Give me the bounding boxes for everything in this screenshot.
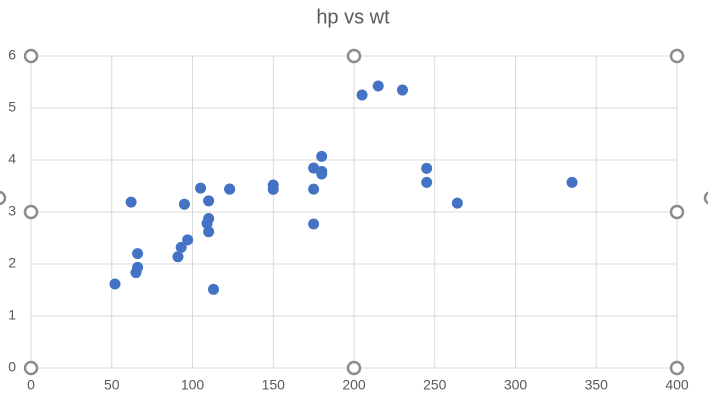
y-tick-label: 5 <box>8 99 16 115</box>
handle[interactable] <box>0 190 7 206</box>
point <box>182 234 194 246</box>
handle[interactable] <box>703 191 708 205</box>
point <box>372 80 384 92</box>
point <box>451 197 463 209</box>
point <box>308 162 320 174</box>
x-tick-label: 100 <box>181 377 205 393</box>
handle[interactable] <box>669 48 685 64</box>
point <box>132 248 144 260</box>
point <box>316 150 328 162</box>
y-tick-label: 2 <box>8 255 16 271</box>
x-tick-label: 150 <box>262 377 286 393</box>
point <box>207 283 219 295</box>
point <box>195 182 207 194</box>
y-tick-label: 3 <box>8 203 16 219</box>
x-tick-label: 300 <box>504 377 528 393</box>
point <box>109 278 121 290</box>
y-tick-label: 6 <box>8 47 16 63</box>
y-tick-label: 0 <box>8 359 16 375</box>
point <box>172 251 184 263</box>
point <box>178 198 190 210</box>
x-tick-label: 0 <box>27 377 35 393</box>
point <box>125 196 137 208</box>
point <box>224 183 236 195</box>
handle[interactable] <box>669 204 685 220</box>
y-tick-label: 4 <box>8 151 16 167</box>
handle[interactable] <box>23 360 39 376</box>
point <box>308 218 320 230</box>
chart-title: hp vs wt <box>316 6 390 28</box>
point <box>203 226 215 238</box>
handle[interactable] <box>346 48 362 64</box>
handle[interactable] <box>23 204 39 220</box>
point <box>308 183 320 195</box>
point <box>132 261 144 273</box>
x-tick-label: 200 <box>342 377 366 393</box>
x-tick-label: 50 <box>104 377 120 393</box>
x-tick-label: 400 <box>665 377 689 393</box>
handle[interactable] <box>669 360 685 376</box>
point <box>267 183 279 195</box>
point <box>566 176 578 188</box>
handle[interactable] <box>346 360 362 376</box>
x-tick-label: 350 <box>585 377 609 393</box>
y-tick-label: 1 <box>8 307 16 323</box>
point <box>421 162 433 174</box>
point <box>421 176 433 188</box>
point <box>175 241 187 253</box>
point <box>203 195 215 207</box>
selection-handles <box>0 190 708 206</box>
point <box>396 84 408 96</box>
point <box>356 89 368 101</box>
handle[interactable] <box>23 48 39 64</box>
x-tick-label: 250 <box>423 377 447 393</box>
point <box>201 217 213 229</box>
